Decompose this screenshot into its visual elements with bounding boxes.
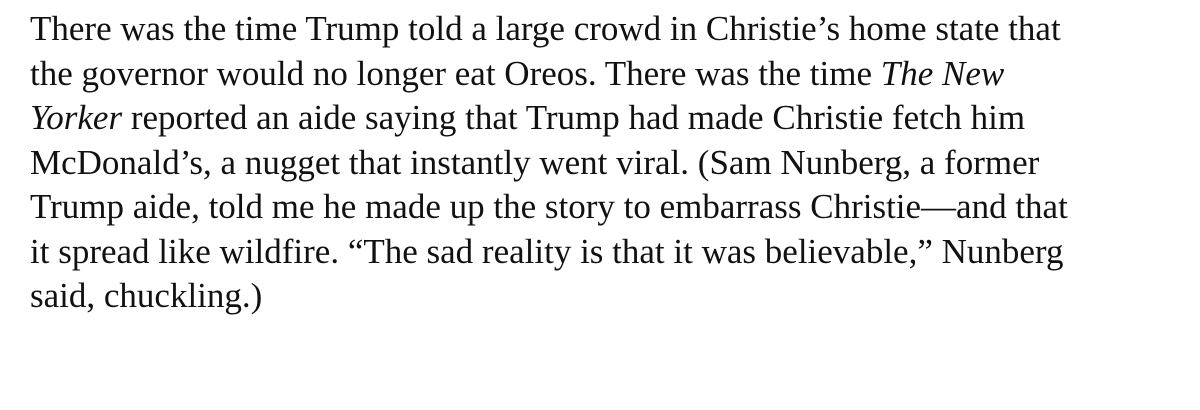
text-segment: There was the time Trump told a large cr… — [30, 9, 1061, 48]
text-segment: said, chuckling.) — [30, 276, 263, 315]
paragraph-line: it spread like wildfire. “The sad realit… — [30, 230, 1180, 275]
paragraph-line: McDonald’s, a nugget that instantly went… — [30, 141, 1180, 186]
text-segment: Trump aide, told me he made up the story… — [30, 187, 1068, 226]
paragraph-line: the governor would no longer eat Oreos. … — [30, 52, 1180, 97]
text-segment: it spread like wildfire. “The sad realit… — [30, 231, 1064, 271]
text-segment: McDonald’s, a nugget that instantly went… — [30, 142, 1040, 182]
publication-title-italic: The New — [880, 53, 1005, 93]
paragraph-line: Yorker reported an aide saying that Trum… — [30, 96, 1180, 141]
paragraph-line: said, chuckling.) — [30, 274, 1180, 319]
publication-title-italic: Yorker — [30, 98, 123, 137]
article-paragraph: There was the time Trump told a large cr… — [30, 7, 1180, 319]
paragraph-line: Trump aide, told me he made up the story… — [30, 185, 1180, 230]
text-segment: reported an aide saying that Trump had m… — [122, 98, 1026, 137]
text-segment: the governor would no longer eat Oreos. … — [30, 53, 881, 93]
paragraph-line: There was the time Trump told a large cr… — [30, 7, 1180, 52]
